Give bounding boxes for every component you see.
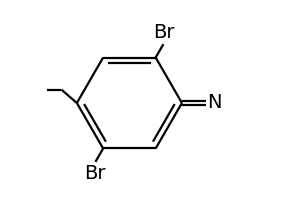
Text: Br: Br <box>84 164 106 183</box>
Text: Br: Br <box>153 23 175 42</box>
Text: N: N <box>207 94 222 112</box>
